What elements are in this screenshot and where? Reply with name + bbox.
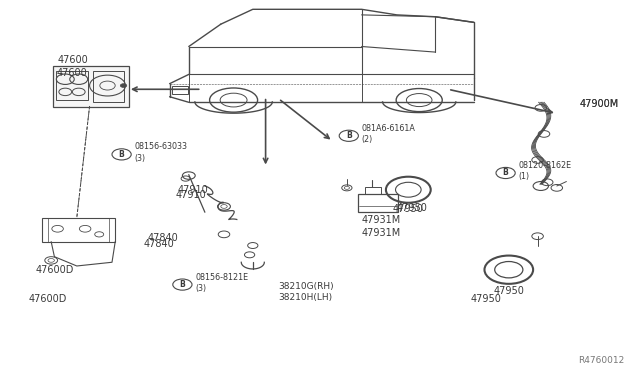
- Text: 08120-8162E
(1): 08120-8162E (1): [518, 161, 572, 181]
- Text: 47950: 47950: [393, 204, 424, 214]
- Text: 47950: 47950: [493, 286, 524, 295]
- Text: 08156-63033
(3): 08156-63033 (3): [134, 142, 188, 163]
- Text: 47840: 47840: [144, 239, 175, 248]
- Text: 38210G(RH)
38210H(LH): 38210G(RH) 38210H(LH): [278, 282, 334, 302]
- Bar: [365, 187, 381, 194]
- FancyBboxPatch shape: [53, 66, 129, 107]
- Text: 47950: 47950: [471, 295, 502, 304]
- Text: 08156-8121E
(3): 08156-8121E (3): [195, 273, 248, 293]
- Text: 47600D: 47600D: [29, 295, 67, 304]
- Circle shape: [120, 84, 127, 87]
- Bar: [358, 194, 398, 212]
- Text: 081A6-6161A
(2): 081A6-6161A (2): [362, 124, 415, 144]
- Text: 47931M: 47931M: [362, 215, 401, 225]
- Text: 47600D: 47600D: [35, 265, 74, 275]
- Text: 47600: 47600: [58, 55, 88, 65]
- Text: B: B: [346, 131, 351, 140]
- Text: B: B: [503, 169, 508, 177]
- Text: 47840: 47840: [147, 233, 178, 243]
- Text: B: B: [180, 280, 185, 289]
- Text: 47600: 47600: [56, 68, 87, 77]
- Text: 47900M: 47900M: [579, 99, 618, 109]
- Text: 47900M: 47900M: [579, 99, 618, 109]
- Text: B: B: [119, 150, 124, 159]
- Text: R4760012: R4760012: [578, 356, 624, 365]
- Text: 47910: 47910: [176, 190, 207, 200]
- Bar: [93, 71, 124, 102]
- Bar: [172, 86, 188, 94]
- Bar: [42, 218, 115, 242]
- Text: 47950: 47950: [397, 203, 428, 213]
- Text: 47931M: 47931M: [362, 228, 401, 237]
- Text: 47910: 47910: [177, 185, 208, 195]
- Bar: [56, 71, 88, 100]
